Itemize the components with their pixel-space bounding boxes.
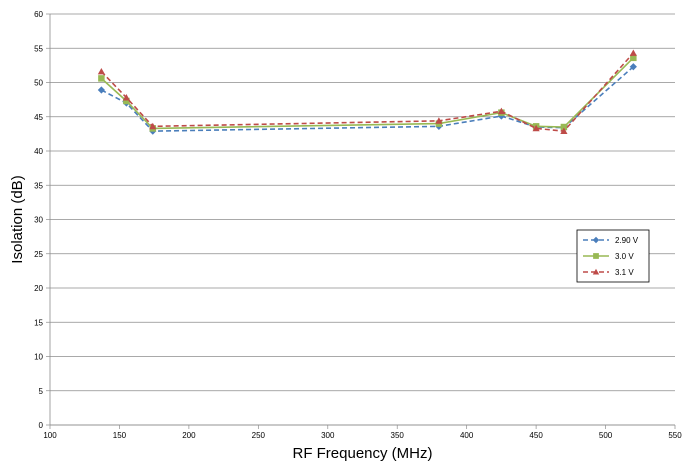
axes: 0 5 10 15 20 25 30 35 40 45 50 55 60 100 150 200 250 300 3… bbox=[34, 10, 682, 440]
data-point-triangle bbox=[532, 124, 540, 132]
x-tick-label: 500 bbox=[599, 431, 613, 440]
y-tick-label: 35 bbox=[34, 181, 43, 190]
y-tick-label: 60 bbox=[34, 10, 43, 19]
x-tick-label: 400 bbox=[460, 431, 474, 440]
data-point-triangle bbox=[97, 67, 105, 75]
series-3-1-v bbox=[97, 49, 637, 135]
x-tick-label: 550 bbox=[668, 431, 682, 440]
x-tick-label: 450 bbox=[529, 431, 543, 440]
y-tick-label: 15 bbox=[34, 318, 43, 327]
y-tick-label: 20 bbox=[34, 284, 43, 293]
x-tick-label: 100 bbox=[43, 431, 57, 440]
data-point-square bbox=[123, 97, 130, 105]
series-line bbox=[100, 52, 634, 132]
y-tick-label: 0 bbox=[39, 421, 44, 430]
data-point-diamond bbox=[592, 236, 600, 244]
gridlines bbox=[50, 13, 675, 426]
data-point-square bbox=[630, 54, 637, 62]
y-tick-label: 50 bbox=[34, 79, 43, 88]
x-tick-label: 150 bbox=[113, 431, 127, 440]
data-point-triangle bbox=[629, 49, 637, 56]
y-tick-label: 10 bbox=[34, 353, 43, 362]
data-point-triangle bbox=[497, 107, 505, 115]
data-point-triangle bbox=[435, 117, 443, 124]
x-tick-label: 250 bbox=[252, 431, 266, 440]
data-point-square bbox=[593, 253, 599, 259]
y-tick-label: 30 bbox=[34, 216, 43, 225]
data-point-diamond bbox=[629, 63, 637, 71]
y-tick-label: 45 bbox=[34, 113, 43, 122]
y-tick-label: 40 bbox=[34, 147, 43, 156]
y-tick-label: 55 bbox=[34, 44, 43, 53]
data-point-triangle bbox=[560, 127, 568, 135]
y-axis-title: Isolation (dB) bbox=[9, 175, 26, 263]
series-line bbox=[100, 57, 634, 130]
legend-label: 3.0 V bbox=[615, 252, 634, 261]
data-point-triangle bbox=[592, 268, 600, 275]
x-axis-title: RF Frequency (MHz) bbox=[292, 445, 432, 462]
data-point-square bbox=[98, 75, 105, 82]
y-tick-label: 25 bbox=[34, 250, 43, 259]
x-tick-label: 200 bbox=[182, 431, 196, 440]
y-tick-label: 5 bbox=[39, 387, 44, 396]
data-point-triangle bbox=[122, 93, 130, 101]
data-point-diamond bbox=[97, 86, 105, 94]
data-point-diamond bbox=[497, 112, 505, 120]
legend-label: 3.1 V bbox=[615, 268, 634, 277]
legend: 2.90 V 3.0 V 3.1 V bbox=[576, 229, 650, 283]
data-point-square bbox=[560, 123, 568, 131]
data-series bbox=[97, 49, 637, 135]
x-tick-label: 350 bbox=[391, 431, 405, 440]
data-point-triangle bbox=[149, 122, 157, 130]
legend-label: 2.90 V bbox=[615, 236, 639, 245]
x-tick-label: 300 bbox=[321, 431, 335, 440]
